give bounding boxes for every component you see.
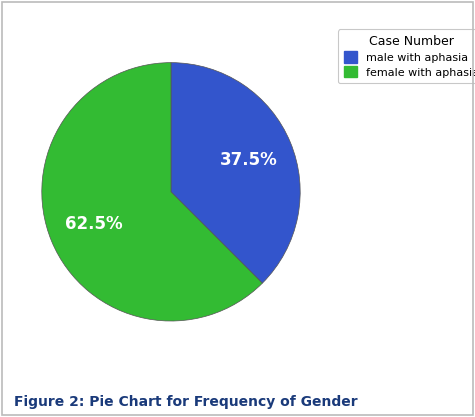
Text: 37.5%: 37.5% — [220, 151, 277, 169]
Text: 62.5%: 62.5% — [65, 215, 122, 233]
Text: Figure 2: Pie Chart for Frequency of Gender: Figure 2: Pie Chart for Frequency of Gen… — [14, 394, 358, 409]
Legend: male with aphasia, female with aphasia: male with aphasia, female with aphasia — [338, 30, 475, 83]
Wedge shape — [171, 63, 300, 283]
Wedge shape — [42, 63, 262, 321]
